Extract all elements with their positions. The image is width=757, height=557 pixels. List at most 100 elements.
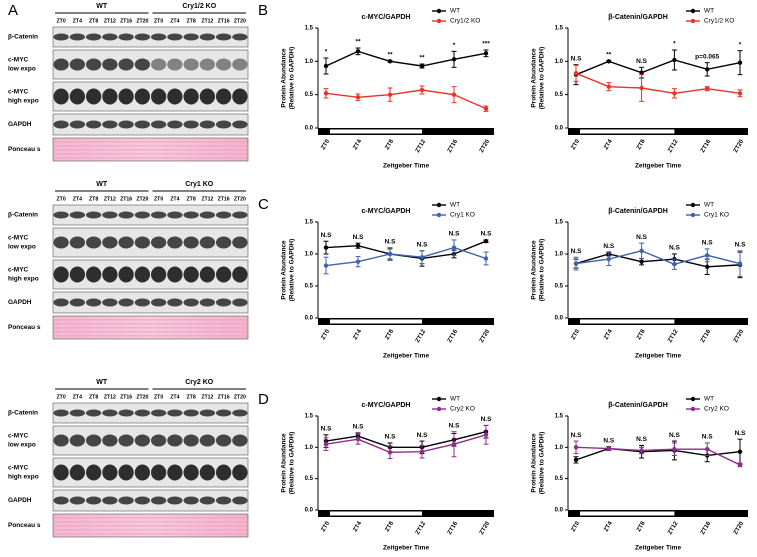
lane-label: ZT20 xyxy=(136,18,148,24)
x-tick-label: ZT12 xyxy=(415,520,428,536)
band xyxy=(199,496,216,505)
band xyxy=(183,266,199,283)
point xyxy=(573,71,579,76)
significance-label: N.S xyxy=(735,242,747,249)
point xyxy=(483,432,489,437)
x-tick-label: ZT8 xyxy=(385,328,396,341)
ponceau-stripe xyxy=(54,521,247,523)
band xyxy=(102,120,118,129)
series-line xyxy=(575,59,741,76)
y-tick-label: 0.0 xyxy=(555,508,564,514)
band xyxy=(134,434,151,447)
lane-label: ZT8 xyxy=(89,18,98,24)
lane-label: ZT8 xyxy=(89,196,98,202)
x-tick-label: ZT12 xyxy=(667,328,680,344)
band xyxy=(199,266,216,283)
x-tick-label: ZT0 xyxy=(321,138,332,151)
lane-label: ZT20 xyxy=(234,196,246,202)
point xyxy=(419,255,425,260)
lane-label: ZT4 xyxy=(73,18,82,24)
row-label: high expo xyxy=(8,276,39,283)
significance-label: N.S xyxy=(449,422,461,429)
significance-label: * xyxy=(453,42,456,49)
y-axis-label: (Relative to GAPDH) xyxy=(289,47,296,109)
legend-marker xyxy=(690,212,696,218)
lane-label: ZT0 xyxy=(57,196,66,202)
band xyxy=(85,88,102,105)
group-label: Cry2 KO xyxy=(185,379,214,386)
x-tick-label: ZT4 xyxy=(603,328,614,341)
y-axis-label: Protein Abundance xyxy=(281,48,288,108)
y-axis-label: Protein Abundance xyxy=(281,433,288,493)
band xyxy=(118,434,134,447)
point xyxy=(639,259,644,264)
lane-label: ZT12 xyxy=(104,18,116,24)
x-tick-label: ZT0 xyxy=(321,328,332,341)
band xyxy=(167,496,183,505)
band xyxy=(118,464,134,481)
series-line xyxy=(575,253,741,268)
band xyxy=(215,496,232,505)
band xyxy=(215,236,232,249)
band xyxy=(232,496,248,505)
point xyxy=(737,261,743,266)
blot-image xyxy=(52,49,249,80)
band xyxy=(134,298,151,307)
panel-label: D xyxy=(258,391,269,408)
point xyxy=(639,248,644,253)
band xyxy=(199,120,216,129)
band xyxy=(53,496,69,505)
band xyxy=(102,298,118,307)
band xyxy=(167,58,183,71)
band xyxy=(167,434,183,447)
point xyxy=(705,264,710,269)
band xyxy=(118,236,134,249)
band xyxy=(199,236,216,249)
chart-title: c-MYC/GAPDH xyxy=(361,14,410,21)
x-tick-label: ZT12 xyxy=(667,138,680,154)
y-tick-label: 1.0 xyxy=(305,445,314,451)
blot-image xyxy=(52,204,249,226)
band xyxy=(199,58,216,71)
ponceau-stripe xyxy=(54,145,247,147)
point xyxy=(573,261,579,266)
point xyxy=(323,91,329,96)
series-line xyxy=(575,446,741,466)
band xyxy=(69,298,86,307)
band xyxy=(232,236,248,249)
band xyxy=(53,88,69,105)
legend-marker xyxy=(436,18,442,24)
band xyxy=(232,266,248,283)
point xyxy=(355,259,361,264)
band xyxy=(85,409,102,417)
band xyxy=(118,33,134,41)
blot-image xyxy=(52,457,249,488)
band xyxy=(199,434,216,447)
x-tick-label: ZT16 xyxy=(700,138,713,154)
ponceau-stripe xyxy=(54,525,247,527)
significance-label: N.S xyxy=(385,238,397,245)
series-line xyxy=(575,447,741,461)
y-axis-label: (Relative to GAPDH) xyxy=(289,432,296,494)
band xyxy=(183,33,199,41)
blot-image xyxy=(52,81,249,112)
row-label: GAPDH xyxy=(8,299,32,306)
point xyxy=(451,245,457,250)
point xyxy=(606,256,611,262)
y-axis-label: (Relative to GAPDH) xyxy=(289,239,296,301)
blot-image xyxy=(52,489,249,512)
x-axis-label: Zeitgeber Time xyxy=(635,163,682,170)
point xyxy=(387,92,393,97)
band xyxy=(150,88,167,105)
band xyxy=(167,409,183,417)
band xyxy=(199,464,216,481)
band xyxy=(118,496,134,505)
band xyxy=(150,434,167,447)
light-phase-bar xyxy=(580,511,675,516)
band xyxy=(69,266,86,283)
significance-label: N.S xyxy=(702,434,714,441)
panel-label: A xyxy=(8,2,18,19)
band xyxy=(150,58,167,71)
light-phase-bar xyxy=(330,511,422,516)
